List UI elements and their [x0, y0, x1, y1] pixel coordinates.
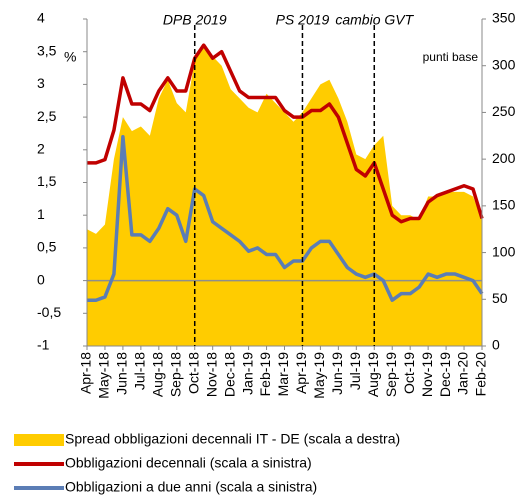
x-tick-label: Apr-18 — [78, 352, 94, 394]
y2-tick-label: 300 — [492, 56, 516, 72]
y-tick-label: 1,5 — [37, 173, 57, 189]
x-tick-label: Oct-19 — [401, 352, 417, 394]
y-tick-label: 2,5 — [37, 108, 57, 124]
y2-tick-label: 350 — [492, 10, 516, 26]
legend-label: Obbligazioni decennali (scala a sinistra… — [65, 455, 312, 471]
y2-axis-label: punti base — [423, 50, 479, 64]
x-tick-label: Dec-18 — [221, 352, 237, 397]
y-tick-label: 0,5 — [37, 239, 57, 255]
y-axis-label: % — [64, 49, 76, 65]
y2-tick-label: 250 — [492, 103, 516, 119]
x-tick-label: Jul-19 — [347, 352, 363, 390]
x-tick-label: Aug-18 — [150, 352, 166, 397]
x-tick-label: Dec-19 — [437, 352, 453, 397]
x-tick-label: May-18 — [96, 352, 112, 399]
x-tick-label: Apr-19 — [293, 352, 309, 394]
y-tick-label: 1 — [37, 206, 45, 222]
y2-tick-label: 200 — [492, 150, 516, 166]
legend-label: Spread obbligazioni decennali IT - DE (s… — [65, 431, 400, 447]
y-tick-label: 3,5 — [37, 42, 57, 58]
y-tick-label: 0 — [37, 271, 45, 287]
y2-tick-label: 0 — [492, 337, 500, 353]
legend-label: Obbligazioni a due anni (scala a sinistr… — [65, 479, 317, 495]
x-tick-label: Nov-18 — [203, 352, 219, 397]
area — [87, 47, 482, 347]
x-tick-label: Jul-18 — [132, 352, 148, 390]
line — [87, 134, 484, 302]
x-tick-label: Jan-19 — [239, 352, 255, 395]
x-tick-label: Mar-19 — [275, 352, 291, 397]
y-tick-label: 4 — [37, 10, 45, 26]
annotation: PS 2019 — [276, 12, 330, 28]
x-tick-label: Jan-20 — [455, 352, 471, 395]
x-tick-label: Nov-19 — [419, 352, 435, 397]
y-tick-label: -1 — [37, 337, 50, 353]
x-tick-label: Aug-19 — [365, 352, 381, 397]
x-tick-label: Jun-18 — [114, 352, 130, 395]
y-tick-label: 2 — [37, 141, 45, 157]
annotation: DPB 2019 — [163, 12, 227, 28]
y-tick-label: -0,5 — [37, 304, 61, 320]
y2-tick-label: 150 — [492, 197, 516, 213]
x-tick-label: Sep-18 — [167, 352, 183, 397]
line — [87, 43, 484, 224]
x-tick-label: Oct-18 — [185, 352, 201, 394]
annotation: cambio GVT — [335, 12, 414, 28]
x-tick-label: Jun-19 — [329, 352, 345, 395]
y-tick-label: 3 — [37, 75, 45, 91]
y2-tick-label: 100 — [492, 243, 516, 259]
x-tick-label: May-19 — [311, 352, 327, 399]
x-tick-label: Feb-20 — [473, 352, 489, 397]
x-tick-label: Feb-19 — [257, 352, 273, 397]
x-tick-label: Sep-19 — [383, 352, 399, 397]
legend-swatch — [14, 434, 64, 446]
y2-tick-label: 50 — [492, 290, 508, 306]
